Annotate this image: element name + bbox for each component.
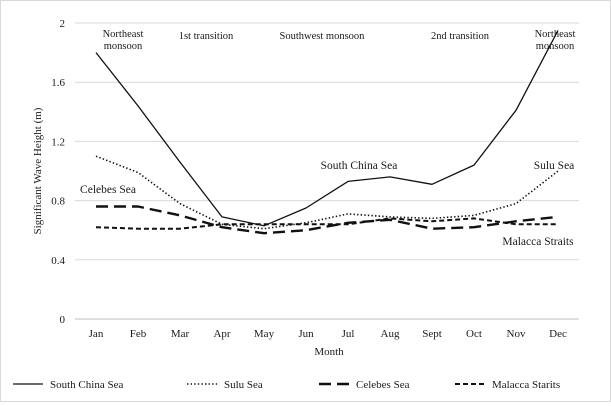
x-tick-label: Nov [507, 328, 526, 340]
x-axis-title: Month [314, 346, 344, 358]
gridlines [75, 22, 579, 320]
series-lines [95, 30, 559, 235]
x-tick-label: Feb [130, 328, 147, 340]
y-tick-labels: 0 0.4 0.8 1.2 1.6 2 [51, 18, 65, 326]
x-tick-labels: Jan Feb Mar Apr May Jun Jul Aug Sept Oct Nov Dec [89, 328, 567, 340]
y-tick-label: 2 [60, 18, 66, 30]
x-tick-label: Oct [466, 328, 482, 340]
series-label-celebes: Celebes Sea [80, 184, 136, 196]
x-tick-label: May [254, 328, 275, 340]
legend-label: South China Sea [50, 379, 123, 391]
x-tick-label: Mar [171, 328, 190, 340]
annotation-ne-end: Northeast [535, 29, 576, 40]
x-tick-label: Apr [213, 328, 230, 340]
y-tick-label: 0 [60, 314, 66, 326]
annotation-transition-1: 1st transition [179, 31, 234, 42]
series-line-south-china-sea [95, 30, 559, 227]
annotation-ne-start: monsoon [104, 41, 143, 52]
legend: South China Sea Sulu Sea Celebes Sea Malacc… [13, 379, 560, 391]
x-tick-label: Jul [342, 328, 355, 340]
legend-label: Sulu Sea [224, 379, 263, 391]
x-tick-label: Jan [89, 328, 104, 340]
y-tick-label: 0.4 [51, 255, 65, 267]
x-tick-label: Aug [381, 328, 400, 340]
annotation-ne-start: Northeast [103, 29, 144, 40]
annotation-transition-2: 2nd transition [431, 31, 490, 42]
series-line-malacca-starits [95, 217, 558, 230]
x-tick-label: Sept [422, 328, 442, 340]
series-label-malacca: Malacca Straits [502, 236, 574, 248]
y-axis-title: Significant Wave Height (m) [32, 107, 44, 234]
x-tick-label: Jun [298, 328, 314, 340]
legend-label: Celebes Sea [356, 379, 410, 391]
y-tick-label: 1.2 [51, 136, 65, 148]
annotation-ne-end: monsoon [536, 41, 575, 52]
series-label-sulu: Sulu Sea [534, 160, 575, 172]
x-tick-label: Dec [549, 328, 567, 340]
series-label-scs: South China Sea [321, 160, 398, 172]
y-tick-label: 1.6 [51, 77, 65, 89]
legend-label: Malacca Starits [492, 379, 560, 391]
y-tick-label: 0.8 [51, 196, 65, 208]
series-line-celebes-sea [96, 205, 559, 235]
annotation-southwest: Southwest monsoon [280, 31, 366, 42]
series-labels: South China Sea Sulu Sea Celebes Sea Malacc… [80, 160, 574, 248]
